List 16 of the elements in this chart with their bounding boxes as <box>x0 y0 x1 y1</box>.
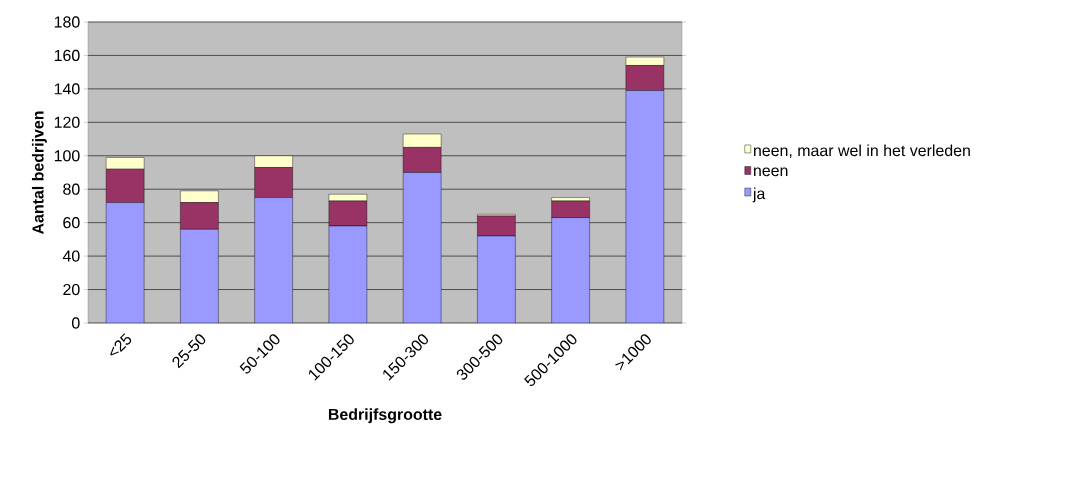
y-tick-label: 0 <box>72 317 80 329</box>
y-tick-label: 60 <box>63 217 80 229</box>
y-axis-title: Aantal bedrijven <box>31 111 47 235</box>
legend-label: neen <box>754 167 788 177</box>
y-tick-label: 40 <box>62 250 80 262</box>
legend-label: neen, maar wel in het verleden <box>754 144 970 158</box>
legend-label: ja <box>752 187 766 203</box>
y-tick-label: 120 <box>54 116 80 128</box>
x-tick-label: <25 <box>110 333 132 356</box>
y-tick-label: 140 <box>54 83 80 95</box>
x-axis-title: Bedrijfsgrootte <box>328 408 442 424</box>
y-tick-label: 80 <box>63 183 80 195</box>
y-tick-label: 20 <box>63 283 80 296</box>
y-tick-label: 160 <box>54 49 80 62</box>
y-tick-label: 100 <box>54 150 80 162</box>
y-tick-label: 180 <box>54 16 80 28</box>
